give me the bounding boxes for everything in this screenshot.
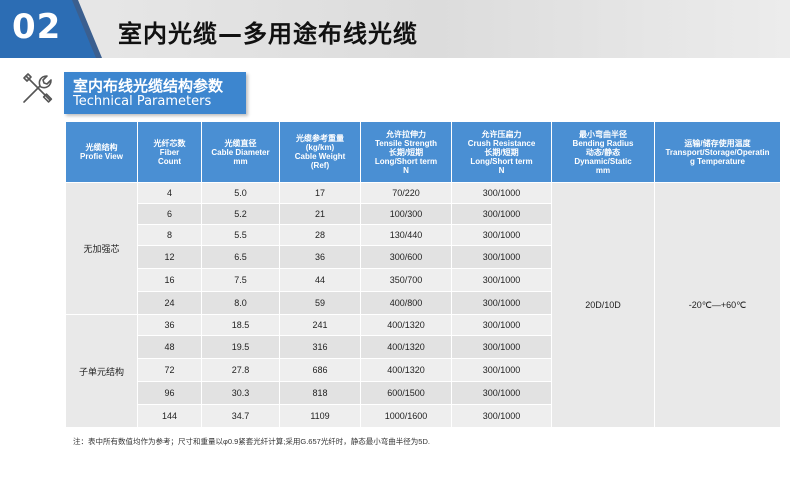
tensile-cell: 400/1320 [360, 358, 452, 382]
fiber-count-cell: 144 [137, 404, 202, 428]
weight-cell: 17 [279, 182, 361, 204]
group-label: 子单元结构 [65, 314, 138, 428]
weight-cell: 241 [279, 314, 361, 336]
header-weight: 光缆参考重量 (kg/km) Cable Weight (Ref) [279, 121, 361, 183]
crush-cell: 300/1000 [451, 203, 552, 225]
bending-radius-cell: 20D/10D [551, 182, 655, 428]
table-row: 16 7.5 44 350/700 300/1000 [66, 268, 781, 292]
diameter-cell: 18.5 [201, 314, 280, 336]
diameter-cell: 7.5 [201, 268, 280, 292]
header-crush: 允许压扁力 Crush Resistance 长期/短期 Long/Short ter… [451, 121, 552, 183]
fiber-count-cell: 48 [137, 335, 202, 359]
group-label: 无加强芯 [65, 182, 138, 315]
table-row: 24 8.0 59 400/800 300/1000 [66, 291, 781, 315]
weight-cell: 28 [279, 224, 361, 246]
tensile-cell: 400/1320 [360, 314, 452, 336]
diameter-cell: 27.8 [201, 358, 280, 382]
tools-icon [23, 73, 53, 103]
crush-cell: 300/1000 [451, 358, 552, 382]
crush-cell: 300/1000 [451, 182, 552, 204]
tensile-cell: 130/440 [360, 224, 452, 246]
tensile-cell: 100/300 [360, 203, 452, 225]
weight-cell: 21 [279, 203, 361, 225]
table-row: 48 19.5 316 400/1320 300/1000 [66, 335, 781, 359]
fiber-count-cell: 72 [137, 358, 202, 382]
tensile-cell: 350/700 [360, 268, 452, 292]
header-fiber-count: 光纤芯数 Fiber Count [137, 121, 202, 183]
weight-cell: 686 [279, 358, 361, 382]
diameter-cell: 5.5 [201, 224, 280, 246]
fiber-count-cell: 24 [137, 291, 202, 315]
weight-cell: 36 [279, 245, 361, 269]
header-temperature: 运输/储存使用温度 Transport/Storage/Operatin g Tem… [654, 121, 781, 183]
weight-cell: 316 [279, 335, 361, 359]
tensile-cell: 600/1500 [360, 381, 452, 405]
weight-cell: 1109 [279, 404, 361, 428]
header-tensile: 允许拉伸力 Tensile Strength 长期/短期 Long/Short ter… [360, 121, 452, 183]
fiber-count-cell: 36 [137, 314, 202, 336]
section-title-cn: 室内布线光缆结构参数 [73, 77, 224, 95]
tensile-cell: 400/1320 [360, 335, 452, 359]
diameter-cell: 34.7 [201, 404, 280, 428]
diameter-cell: 5.2 [201, 203, 280, 225]
tensile-cell: 70/220 [360, 182, 452, 204]
table-row: 12 6.5 36 300/600 300/1000 [66, 245, 781, 269]
header-profile: 光缆结构 Profie View [65, 121, 138, 183]
footnote: 注：表中所有数值均作为参考；尺寸和重量以φ0.9紧套光纤计算;采用G.657光纤… [73, 437, 430, 446]
table-row: 144 34.7 1109 1000/1600 300/1000 [66, 404, 781, 428]
page-title: 室内光缆—多用途布线光缆 [118, 20, 418, 48]
weight-cell: 818 [279, 381, 361, 405]
crush-cell: 300/1000 [451, 245, 552, 269]
fiber-count-cell: 16 [137, 268, 202, 292]
weight-cell: 44 [279, 268, 361, 292]
diameter-cell: 19.5 [201, 335, 280, 359]
table-row: 子单元结构 36 18.5 241 400/1320 300/1000 [65, 314, 781, 428]
fiber-count-cell: 4 [137, 182, 202, 204]
page-header: 02 室内光缆—多用途布线光缆 [0, 0, 790, 58]
diameter-cell: 30.3 [201, 381, 280, 405]
section-number: 02 [12, 7, 62, 47]
fiber-count-cell: 6 [137, 203, 202, 225]
temperature-cell: -20℃—+60℃ [654, 182, 781, 428]
crush-cell: 300/1000 [451, 291, 552, 315]
table-body: 无加强芯 4 5.0 17 70/220 300/1000 20D/10D -2… [65, 182, 781, 428]
crush-cell: 300/1000 [451, 404, 552, 428]
fiber-count-cell: 8 [137, 224, 202, 246]
table-row: 无加强芯 4 5.0 17 70/220 300/1000 20D/10D -2… [65, 182, 781, 428]
header-diameter: 光缆直径 Cable Diameter mm [201, 121, 280, 183]
table-header-row: 光缆结构 Profie View 光纤芯数 Fiber Count 光缆直径 Cable… [65, 121, 781, 183]
section-title-en: Technical Parameters [73, 94, 212, 109]
tensile-cell: 400/800 [360, 291, 452, 315]
weight-cell: 59 [279, 291, 361, 315]
crush-cell: 300/1000 [451, 335, 552, 359]
section-banner: 室内布线光缆结构参数 Technical Parameters [64, 72, 246, 114]
tensile-cell: 300/600 [360, 245, 452, 269]
header-bending: 最小弯曲半径 Bending Radius 动态/静态 Dynamic/Static m… [551, 121, 655, 183]
crush-cell: 300/1000 [451, 224, 552, 246]
diameter-cell: 8.0 [201, 291, 280, 315]
diameter-cell: 6.5 [201, 245, 280, 269]
parameters-table: 光缆结构 Profie View 光纤芯数 Fiber Count 光缆直径 Cable… [65, 121, 781, 428]
table-row: 72 27.8 686 400/1320 300/1000 [66, 358, 781, 382]
fiber-count-cell: 12 [137, 245, 202, 269]
crush-cell: 300/1000 [451, 314, 552, 336]
crush-cell: 300/1000 [451, 268, 552, 292]
diameter-cell: 5.0 [201, 182, 280, 204]
crush-cell: 300/1000 [451, 381, 552, 405]
tensile-cell: 1000/1600 [360, 404, 452, 428]
fiber-count-cell: 96 [137, 381, 202, 405]
header-band [0, 0, 790, 58]
